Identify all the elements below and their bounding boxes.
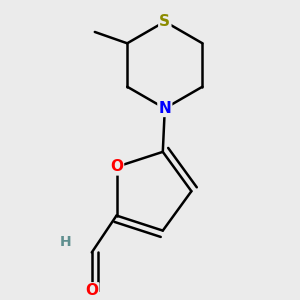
Text: H: H <box>60 236 71 249</box>
Text: O: O <box>110 159 123 174</box>
Text: S: S <box>159 14 170 29</box>
Text: O: O <box>85 283 98 298</box>
Text: N: N <box>158 101 171 116</box>
